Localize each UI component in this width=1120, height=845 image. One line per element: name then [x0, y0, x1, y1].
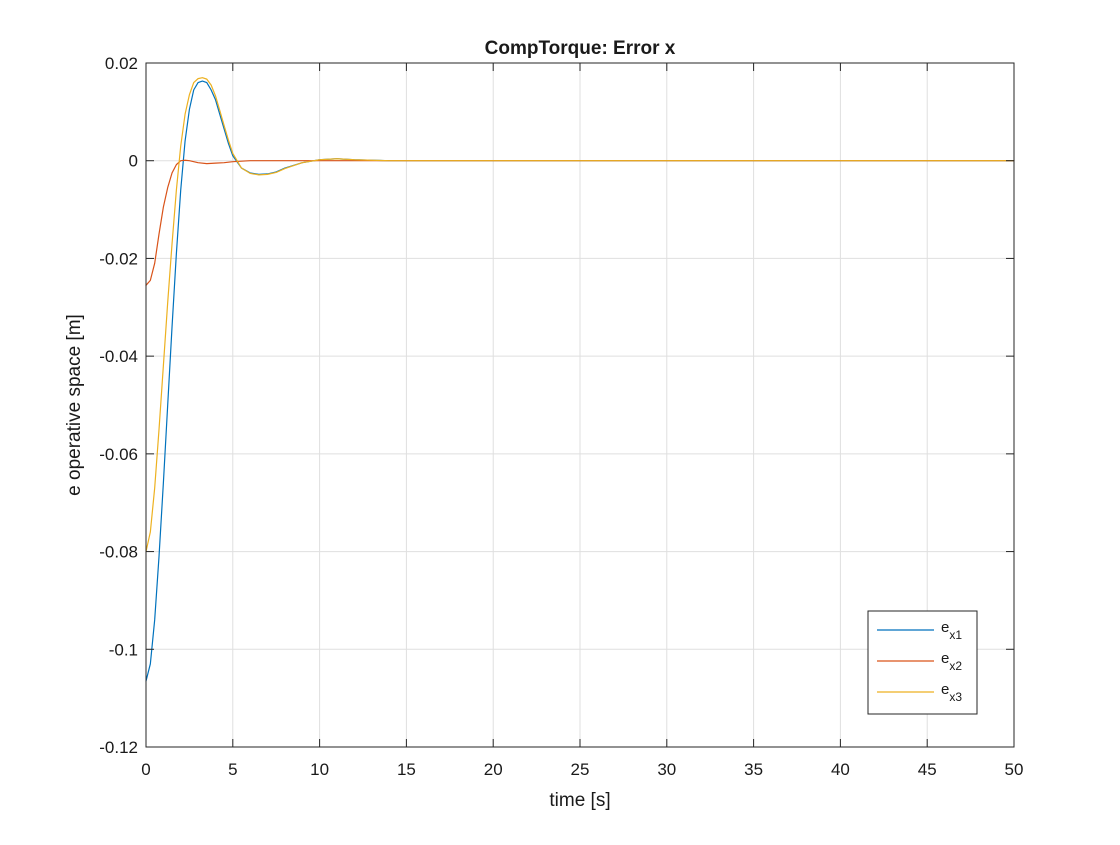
axes-box	[145, 62, 1015, 748]
x-tick-label: 50	[1005, 760, 1024, 779]
series-line-x3	[145, 77, 1015, 553]
y-tick-label: 0	[129, 152, 138, 171]
x-tick-label: 5	[228, 760, 237, 779]
x-tick-label: 35	[744, 760, 763, 779]
chart-title: CompTorque: Error x	[485, 38, 676, 59]
y-tick-label: -0.1	[109, 640, 138, 659]
legend-label-subscript: x3	[949, 690, 962, 704]
y-tick-labels: -0.12 -0.1 -0.08 -0.06 -0.04 -0.02 0 0.02	[99, 54, 138, 757]
x-tick-label: 45	[918, 760, 937, 779]
y-tick-label: -0.12	[99, 738, 138, 757]
y-tick-label: -0.04	[99, 347, 138, 366]
grid-lines	[145, 62, 1015, 748]
x-tick-label: 30	[657, 760, 676, 779]
legend-box	[867, 610, 978, 715]
x-axis-label: time [s]	[549, 790, 610, 811]
x-tick-label: 10	[310, 760, 329, 779]
y-tick-label: -0.02	[99, 249, 138, 268]
legend-label-subscript: x2	[949, 659, 962, 673]
x-tick-label: 20	[484, 760, 503, 779]
x-tick-labels: 0 5 10 15 20 25 30 35 40 45 50	[141, 760, 1023, 779]
x-tick-label: 40	[831, 760, 850, 779]
y-axis-label: e operative space [m]	[64, 314, 85, 496]
y-tick-label: 0.02	[105, 54, 138, 73]
series-lines	[145, 77, 1015, 682]
y-tick-label: -0.06	[99, 445, 138, 464]
x-tick-label: 15	[397, 760, 416, 779]
legend-label-subscript: x1	[949, 628, 962, 642]
x-tick-label: 0	[141, 760, 150, 779]
x-tick-label: 25	[571, 760, 590, 779]
y-tick-label: -0.08	[99, 543, 138, 562]
